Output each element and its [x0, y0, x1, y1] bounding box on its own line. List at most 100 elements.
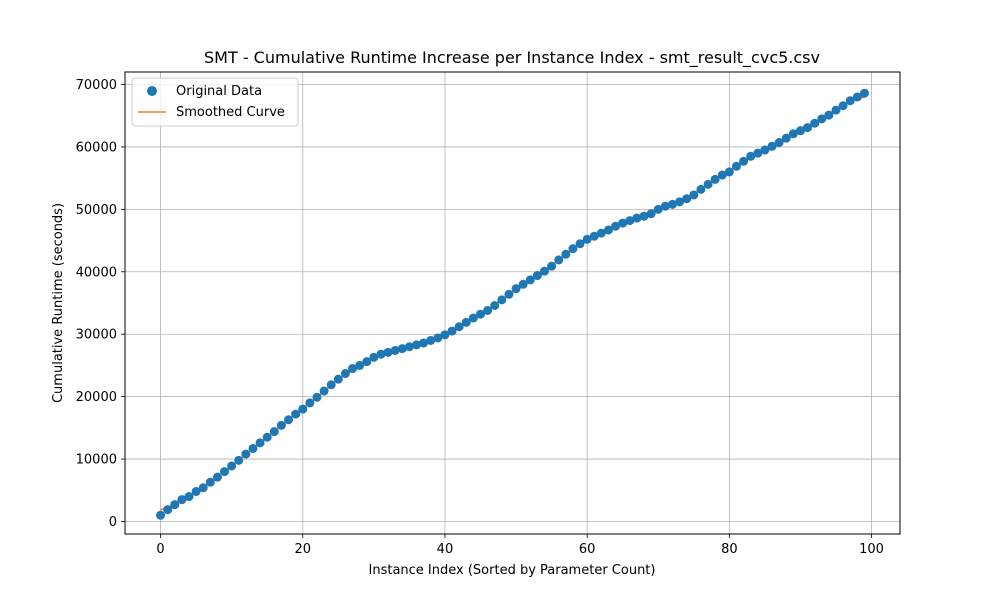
data-point — [717, 170, 727, 180]
data-point — [319, 386, 329, 396]
grid-lines — [125, 72, 900, 534]
data-point — [369, 352, 379, 362]
data-point — [248, 443, 258, 453]
data-point — [611, 221, 621, 231]
x-tick-label: 80 — [721, 542, 738, 557]
data-point — [682, 194, 692, 204]
data-point — [589, 231, 599, 241]
data-point — [170, 500, 180, 510]
data-point — [710, 174, 720, 184]
data-point — [568, 244, 578, 254]
data-point — [404, 342, 414, 352]
data-point — [632, 213, 642, 223]
data-point — [234, 455, 244, 465]
data-point — [269, 427, 279, 437]
data-point — [504, 289, 514, 299]
data-point — [305, 398, 315, 408]
data-point — [483, 305, 493, 315]
data-point — [156, 510, 166, 520]
data-point — [433, 333, 443, 343]
data-point — [326, 380, 336, 390]
data-point — [525, 275, 535, 285]
original-data-points — [156, 88, 869, 520]
x-tick-label: 20 — [294, 542, 311, 557]
y-tick-label: 50000 — [76, 203, 117, 218]
data-point — [355, 360, 365, 370]
data-point — [340, 369, 350, 379]
data-point — [461, 317, 471, 327]
y-tick-label: 0 — [109, 515, 117, 530]
data-point — [675, 197, 685, 207]
data-point — [603, 225, 613, 235]
data-point — [845, 96, 855, 106]
data-point — [795, 126, 805, 136]
data-point — [390, 345, 400, 355]
data-point — [767, 141, 777, 151]
legend-label-smoothed-curve: Smoothed Curve — [176, 105, 285, 120]
data-point — [348, 364, 358, 374]
data-point — [803, 123, 813, 133]
data-point — [582, 234, 592, 244]
data-point — [781, 133, 791, 143]
legend: Original Data Smoothed Curve — [131, 77, 299, 127]
data-point — [333, 374, 343, 384]
data-point — [476, 309, 486, 319]
data-point — [561, 249, 571, 259]
data-point — [810, 118, 820, 128]
y-tick-label: 70000 — [76, 78, 117, 93]
data-point — [646, 209, 656, 219]
data-point — [774, 138, 784, 148]
data-point — [625, 216, 635, 226]
data-point — [376, 349, 386, 359]
data-point — [518, 279, 528, 289]
data-point — [760, 145, 770, 155]
y-tick-label: 30000 — [76, 328, 117, 343]
data-point — [660, 201, 670, 211]
data-point — [220, 467, 230, 477]
x-tick-label: 60 — [579, 542, 596, 557]
data-point — [212, 472, 222, 482]
data-point — [241, 449, 251, 459]
y-tick-label: 60000 — [76, 140, 117, 155]
data-point — [703, 179, 713, 189]
legend-marker-original-data — [147, 86, 157, 96]
data-point — [575, 239, 585, 249]
x-tick-label: 0 — [156, 542, 164, 557]
data-point — [362, 357, 372, 367]
axis-ticks: 0 20 40 60 80 100 0 10000 20000 30000 40000 50000 60… — [76, 78, 884, 557]
data-point — [689, 190, 699, 200]
data-point — [859, 88, 869, 98]
data-point — [817, 114, 827, 124]
data-point — [191, 487, 201, 497]
data-point — [440, 330, 450, 340]
data-point — [788, 129, 798, 139]
y-tick-label: 40000 — [76, 265, 117, 280]
data-point — [419, 338, 429, 348]
data-point — [539, 266, 549, 276]
data-point — [696, 184, 706, 194]
data-point — [447, 326, 457, 336]
data-point — [753, 148, 763, 158]
data-point — [284, 415, 294, 425]
chart-title: SMT - Cumulative Runtime Increase per In… — [204, 48, 820, 68]
x-axis-label: Instance Index (Sorted by Parameter Coun… — [369, 563, 656, 578]
data-point — [163, 505, 173, 515]
data-point — [639, 211, 649, 221]
data-point — [291, 409, 301, 419]
data-point — [653, 204, 663, 214]
data-point — [198, 483, 208, 493]
x-tick-label: 40 — [437, 542, 454, 557]
data-point — [511, 284, 521, 294]
data-point — [532, 271, 542, 281]
legend-box — [131, 77, 299, 127]
data-point — [255, 438, 265, 448]
data-point — [262, 432, 272, 442]
data-point — [554, 255, 564, 265]
data-point — [454, 322, 464, 332]
data-point — [312, 392, 322, 402]
data-point — [596, 228, 606, 238]
data-point — [397, 344, 407, 354]
data-point — [412, 340, 422, 350]
data-point — [205, 477, 215, 487]
